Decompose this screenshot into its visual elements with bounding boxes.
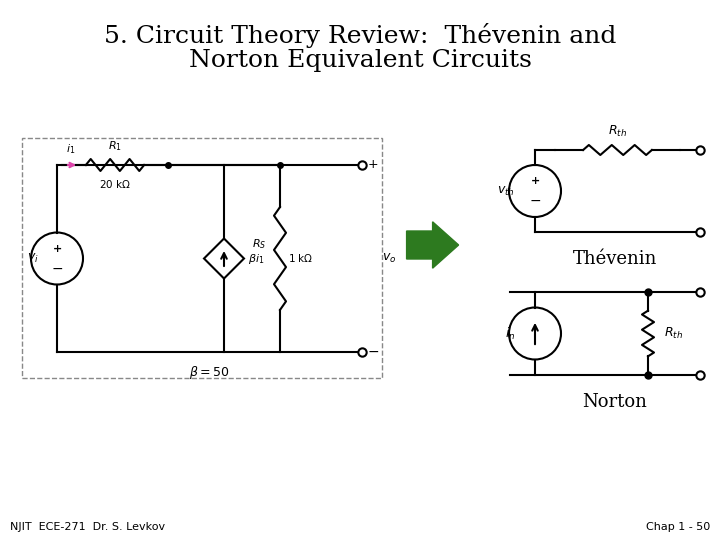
Text: $R_{th}$: $R_{th}$ xyxy=(608,124,627,139)
Text: 1 k$\Omega$: 1 k$\Omega$ xyxy=(288,253,313,265)
Text: $i_1$: $i_1$ xyxy=(66,142,76,156)
Text: $v_o$: $v_o$ xyxy=(382,252,396,265)
Text: $\beta = 50$: $\beta = 50$ xyxy=(189,364,230,381)
Text: −: − xyxy=(529,194,541,208)
Text: Norton Equivalent Circuits: Norton Equivalent Circuits xyxy=(189,49,531,71)
Text: +: + xyxy=(53,244,62,254)
Text: +: + xyxy=(368,159,379,172)
Text: $v_i$: $v_i$ xyxy=(27,252,39,265)
Text: $R_1$: $R_1$ xyxy=(108,139,122,153)
Text: Thévenin: Thévenin xyxy=(573,250,657,268)
Polygon shape xyxy=(407,222,459,268)
Text: $v_{th}$: $v_{th}$ xyxy=(498,185,515,198)
Text: $i_n$: $i_n$ xyxy=(505,326,515,342)
Text: NJIT  ECE-271  Dr. S. Levkov: NJIT ECE-271 Dr. S. Levkov xyxy=(10,522,165,532)
Text: Norton: Norton xyxy=(582,393,647,411)
Text: −: − xyxy=(51,261,63,275)
Text: $R_S$: $R_S$ xyxy=(251,238,266,252)
Text: $\beta i_1$: $\beta i_1$ xyxy=(248,252,264,266)
Text: $R_{th}$: $R_{th}$ xyxy=(664,326,683,341)
Text: Chap 1 - 50: Chap 1 - 50 xyxy=(646,522,710,532)
Text: 5. Circuit Theory Review:  Thévenin and: 5. Circuit Theory Review: Thévenin and xyxy=(104,23,616,48)
Text: 20 k$\Omega$: 20 k$\Omega$ xyxy=(99,178,131,190)
Text: +: + xyxy=(531,176,539,186)
Text: −: − xyxy=(368,345,379,359)
